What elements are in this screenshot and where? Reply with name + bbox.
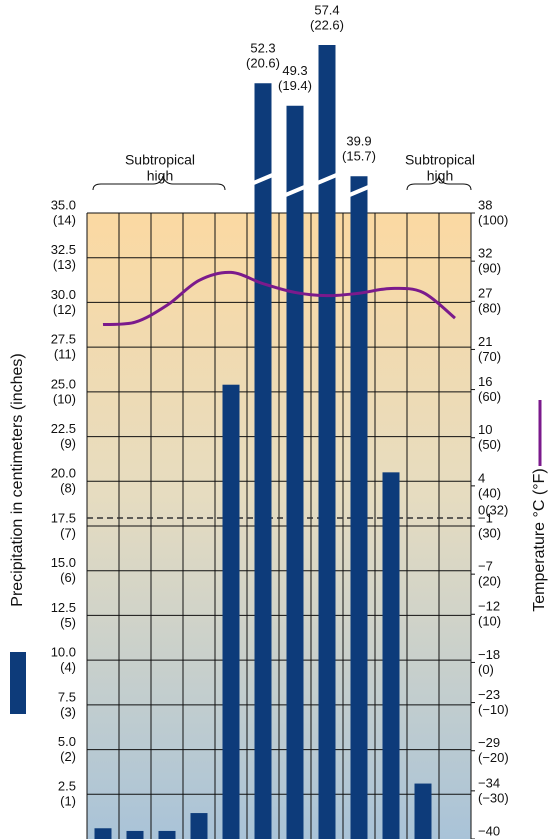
y2-tick-label: 27 xyxy=(478,286,492,301)
brace xyxy=(92,175,226,191)
y-tick-label: 7.5 xyxy=(58,689,76,704)
bar xyxy=(158,830,176,839)
bar xyxy=(286,105,304,839)
bar xyxy=(222,384,240,839)
y-tick-label: 22.5 xyxy=(51,421,76,436)
y2-tick-label: 4 xyxy=(478,470,485,485)
y2-tick-label: −40 xyxy=(478,823,500,838)
y-tick-label: 20.0 xyxy=(51,466,76,481)
y2-tick-label: (40) xyxy=(478,485,501,500)
bar xyxy=(414,783,432,839)
value-label: (15.7) xyxy=(342,149,376,164)
y-tick-label: (7) xyxy=(60,525,76,540)
bar xyxy=(318,45,336,839)
y-tick-label: (11) xyxy=(54,347,76,362)
y2-tick-label: (0) xyxy=(478,662,494,677)
y-tick-label: (14) xyxy=(53,212,76,227)
y-tick-label: 25.0 xyxy=(51,376,76,391)
bar xyxy=(190,813,208,839)
y-axis-title: Precipitation in centimeters (inches) xyxy=(9,353,26,606)
y-tick-label: (10) xyxy=(53,391,76,406)
y2-tick-label: 0(32) xyxy=(478,502,508,517)
brace xyxy=(406,175,472,191)
value-label: (20.6) xyxy=(246,56,280,71)
y-tick-label: (4) xyxy=(60,660,76,675)
y-tick-label: (6) xyxy=(60,570,76,585)
y2-tick-label: (30) xyxy=(478,525,501,540)
y2-tick-label: (80) xyxy=(478,301,501,316)
value-label: 57.4 xyxy=(314,2,339,17)
y2-tick-label: (−30) xyxy=(478,790,509,805)
temperature-line xyxy=(102,270,456,327)
annotation: Subtropical xyxy=(125,152,195,168)
y-tick-label: 32.5 xyxy=(51,242,76,257)
value-label: (22.6) xyxy=(310,17,344,32)
y-tick-label: (1) xyxy=(60,794,76,809)
y2-tick-label: (70) xyxy=(478,349,501,364)
y-tick-label: 12.5 xyxy=(51,600,76,615)
value-label: 52.3 xyxy=(250,41,275,56)
y2-tick-label: (10) xyxy=(478,614,501,629)
y2-tick-label: 10 xyxy=(478,422,492,437)
y-tick-label: (2) xyxy=(60,749,76,764)
y-tick-label: 2.5 xyxy=(58,779,76,794)
y2-tick-label: −23 xyxy=(478,687,500,702)
y-tick-label: 27.5 xyxy=(51,332,76,347)
y2-tick-label: (−10) xyxy=(478,702,509,717)
y-tick-label: 17.5 xyxy=(51,510,76,525)
y-tick-label: (8) xyxy=(60,481,76,496)
axis-break xyxy=(316,173,338,185)
bar xyxy=(350,176,368,839)
y2-tick-label: (−20) xyxy=(478,750,509,765)
bar xyxy=(126,830,144,839)
bar xyxy=(254,83,272,839)
y2-tick-label: (100) xyxy=(478,212,508,227)
legend-key xyxy=(10,652,26,714)
axis-break xyxy=(348,185,370,197)
y-tick-label: 10.0 xyxy=(51,645,76,660)
y-tick-label: (9) xyxy=(60,436,76,451)
y-tick-label: 15.0 xyxy=(51,555,76,570)
value-label: 49.3 xyxy=(282,63,307,78)
y-tick-label: 5.0 xyxy=(58,734,76,749)
y-tick-label: (3) xyxy=(60,704,76,719)
y2-tick-label: −34 xyxy=(478,775,500,790)
value-label: (19.4) xyxy=(278,78,312,93)
y2-axis-title: Temperature °C (°F) xyxy=(531,468,548,612)
y2-tick-label: −12 xyxy=(478,599,500,614)
y2-tick-label: 21 xyxy=(478,334,492,349)
y-tick-label: (13) xyxy=(53,257,76,272)
y2-tick-label: −18 xyxy=(478,647,500,662)
y2-tick-label: 32 xyxy=(478,246,492,261)
annotation: Subtropical xyxy=(405,152,475,168)
axis-break xyxy=(252,173,274,185)
y2-tick-label: 16 xyxy=(478,374,492,389)
annotation: high xyxy=(147,168,173,184)
y-tick-label: (12) xyxy=(53,302,76,317)
y-tick-label: (5) xyxy=(60,615,76,630)
value-label: 39.9 xyxy=(346,134,371,149)
y2-tick-label: (60) xyxy=(478,389,501,404)
y2-tick-label: (90) xyxy=(478,261,501,276)
y-tick-label: 30.0 xyxy=(51,287,76,302)
bar xyxy=(94,828,112,839)
y-tick-label: 35.0 xyxy=(51,197,76,212)
y2-tick-label: 38 xyxy=(478,197,492,212)
annotation: high xyxy=(427,168,453,184)
y2-tick-label: (20) xyxy=(478,574,501,589)
y2-tick-label: −1 xyxy=(478,510,493,525)
y2-tick-label: −7 xyxy=(478,559,493,574)
bar xyxy=(382,472,400,839)
y2-tick-label: −29 xyxy=(478,735,500,750)
y2-tick-label: (50) xyxy=(478,437,501,452)
axis-break xyxy=(284,185,306,197)
